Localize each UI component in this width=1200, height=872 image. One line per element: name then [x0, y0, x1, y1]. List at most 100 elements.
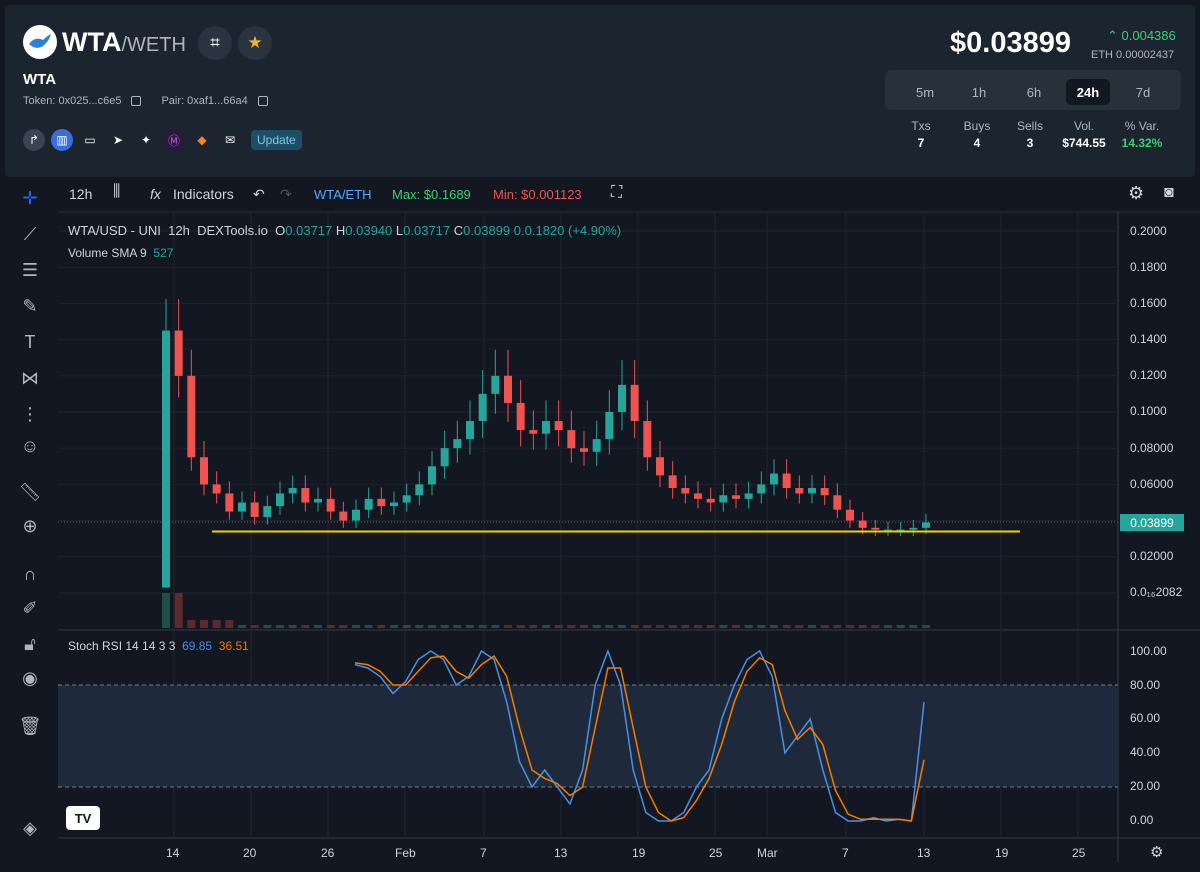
- volume-bar: [352, 625, 360, 628]
- ruler-icon[interactable]: 📏︎: [18, 481, 42, 502]
- price-tick: 0.1600: [1130, 296, 1167, 310]
- function-icon[interactable]: fx: [150, 186, 161, 202]
- candle-body: [352, 509, 360, 521]
- brush-icon[interactable]: ✎: [22, 295, 38, 316]
- stoch-k-value: 69.85: [182, 639, 213, 653]
- tradingview-logo: TV: [66, 806, 100, 830]
- quote-symbol: /WETH: [121, 34, 186, 56]
- rsi-tick: 100.00: [1130, 644, 1167, 658]
- volume-bar: [377, 625, 386, 628]
- trash-icon[interactable]: 🗑︎: [18, 715, 42, 736]
- trendline-icon[interactable]: ⟋: [23, 223, 37, 244]
- volume-value: 527: [153, 246, 174, 260]
- share-icon[interactable]: ↱: [23, 129, 45, 151]
- pair-switch-button[interactable]: WTA/ETH: [314, 187, 372, 202]
- volume-bar: [909, 625, 918, 628]
- volume-bar: [478, 625, 487, 628]
- eye-icon[interactable]: ◉: [22, 667, 38, 688]
- interval-button[interactable]: 12h: [69, 186, 93, 202]
- emoji-icon[interactable]: ☺: [20, 435, 40, 456]
- volume-bar: [896, 625, 905, 628]
- volume-bar: [440, 625, 449, 628]
- volume-bar: [212, 620, 221, 628]
- telegram-icon[interactable]: ➤: [112, 133, 124, 147]
- candle-body: [440, 448, 449, 467]
- tab-6h[interactable]: 6h: [1026, 84, 1042, 100]
- volume-bar: [795, 625, 804, 628]
- stoch-label: Stoch RSI 14 14 3 3: [68, 639, 176, 653]
- ohlc-legend: WTA/USD - UNI 12h DEXTools.io O0.03717 H…: [68, 223, 621, 238]
- indicators-button[interactable]: Indicators: [173, 186, 234, 202]
- update-button[interactable]: Update: [251, 130, 302, 150]
- copy-pair-icon[interactable]: [257, 96, 268, 106]
- candle-type-icon[interactable]: ⫼: [113, 183, 121, 200]
- candle-body: [364, 498, 373, 510]
- lock-icon[interactable]: 🔓︎: [24, 633, 36, 654]
- stat-txs: Txs 7: [909, 119, 933, 150]
- candle-body: [795, 488, 804, 494]
- prediction-icon[interactable]: ⋮: [21, 403, 39, 424]
- nomics-icon[interactable]: Ⓜ: [163, 129, 185, 151]
- volume-bar: [187, 620, 196, 628]
- fullscreen-icon[interactable]: ⛶: [611, 184, 623, 201]
- candle-body: [744, 493, 753, 499]
- text-icon[interactable]: T: [24, 331, 36, 352]
- volume-bar: [732, 625, 740, 628]
- rsi-tick: 80.00: [1130, 678, 1161, 692]
- price-tick: 0.1000: [1130, 404, 1167, 418]
- website-icon[interactable]: ▭: [84, 133, 96, 147]
- email-icon[interactable]: ✉: [224, 133, 236, 147]
- binoculars-button[interactable]: ⌗: [198, 26, 232, 60]
- stat-value: 7: [917, 136, 925, 150]
- candle-body: [276, 493, 284, 507]
- chart-icon[interactable]: ▥: [51, 129, 73, 151]
- horizontal-lines-icon[interactable]: ☰: [21, 259, 39, 280]
- candle-body: [200, 457, 208, 485]
- crosshair-icon[interactable]: ✛: [22, 187, 38, 208]
- candle-body: [187, 375, 196, 458]
- redo-icon[interactable]: ↷: [280, 186, 292, 202]
- volume-bar: [719, 625, 728, 628]
- candle-body: [846, 509, 854, 521]
- volume-bar: [529, 625, 538, 628]
- zoom-icon[interactable]: ⊕: [22, 515, 38, 536]
- tab-24h[interactable]: 24h: [1066, 79, 1110, 105]
- volume-bar: [162, 593, 170, 628]
- layers-icon[interactable]: ◈: [23, 817, 37, 838]
- undo-icon[interactable]: ↶: [253, 186, 265, 202]
- price-tick: 0.02000: [1130, 549, 1174, 563]
- date-tick: 26: [321, 846, 335, 860]
- volume-bar: [491, 625, 500, 628]
- settings-icon[interactable]: ⚙: [1128, 183, 1145, 203]
- stat-label: Vol.: [1073, 119, 1094, 133]
- axis-settings-icon[interactable]: ⚙: [1150, 844, 1164, 861]
- magnet-icon[interactable]: ∩: [23, 563, 37, 584]
- volume-bar: [542, 625, 550, 628]
- candle-body: [516, 402, 525, 431]
- camera-icon[interactable]: ◙: [1164, 184, 1174, 201]
- tab-5m[interactable]: 5m: [915, 84, 935, 100]
- favorite-button[interactable]: ★: [238, 26, 272, 60]
- date-tick: 19: [995, 846, 1009, 860]
- pattern-icon[interactable]: ⋈: [21, 367, 39, 388]
- copy-token-icon[interactable]: [131, 96, 142, 106]
- date-tick: 13: [554, 846, 568, 860]
- current-price-tag: 0.03899: [1120, 514, 1184, 531]
- lock-drawing-icon[interactable]: ✐: [22, 597, 38, 618]
- rsi-tick: 40.00: [1130, 745, 1161, 759]
- stat-volume: Vol. $744.55: [1059, 119, 1109, 150]
- candle-body: [301, 488, 310, 503]
- candle-body: [681, 488, 690, 494]
- metamask-icon[interactable]: ◆: [197, 133, 207, 147]
- date-tick: 25: [709, 846, 723, 860]
- candle-body: [174, 330, 183, 376]
- tab-1h[interactable]: 1h: [971, 84, 987, 100]
- date-tick: 7: [842, 846, 849, 860]
- tab-7d[interactable]: 7d: [1135, 84, 1151, 100]
- twitter-icon[interactable]: ✦: [140, 133, 152, 147]
- stat-buys: Buys 4: [957, 119, 997, 150]
- candle-body: [871, 527, 880, 530]
- volume-bar: [364, 625, 373, 628]
- star-icon: ★: [247, 33, 263, 52]
